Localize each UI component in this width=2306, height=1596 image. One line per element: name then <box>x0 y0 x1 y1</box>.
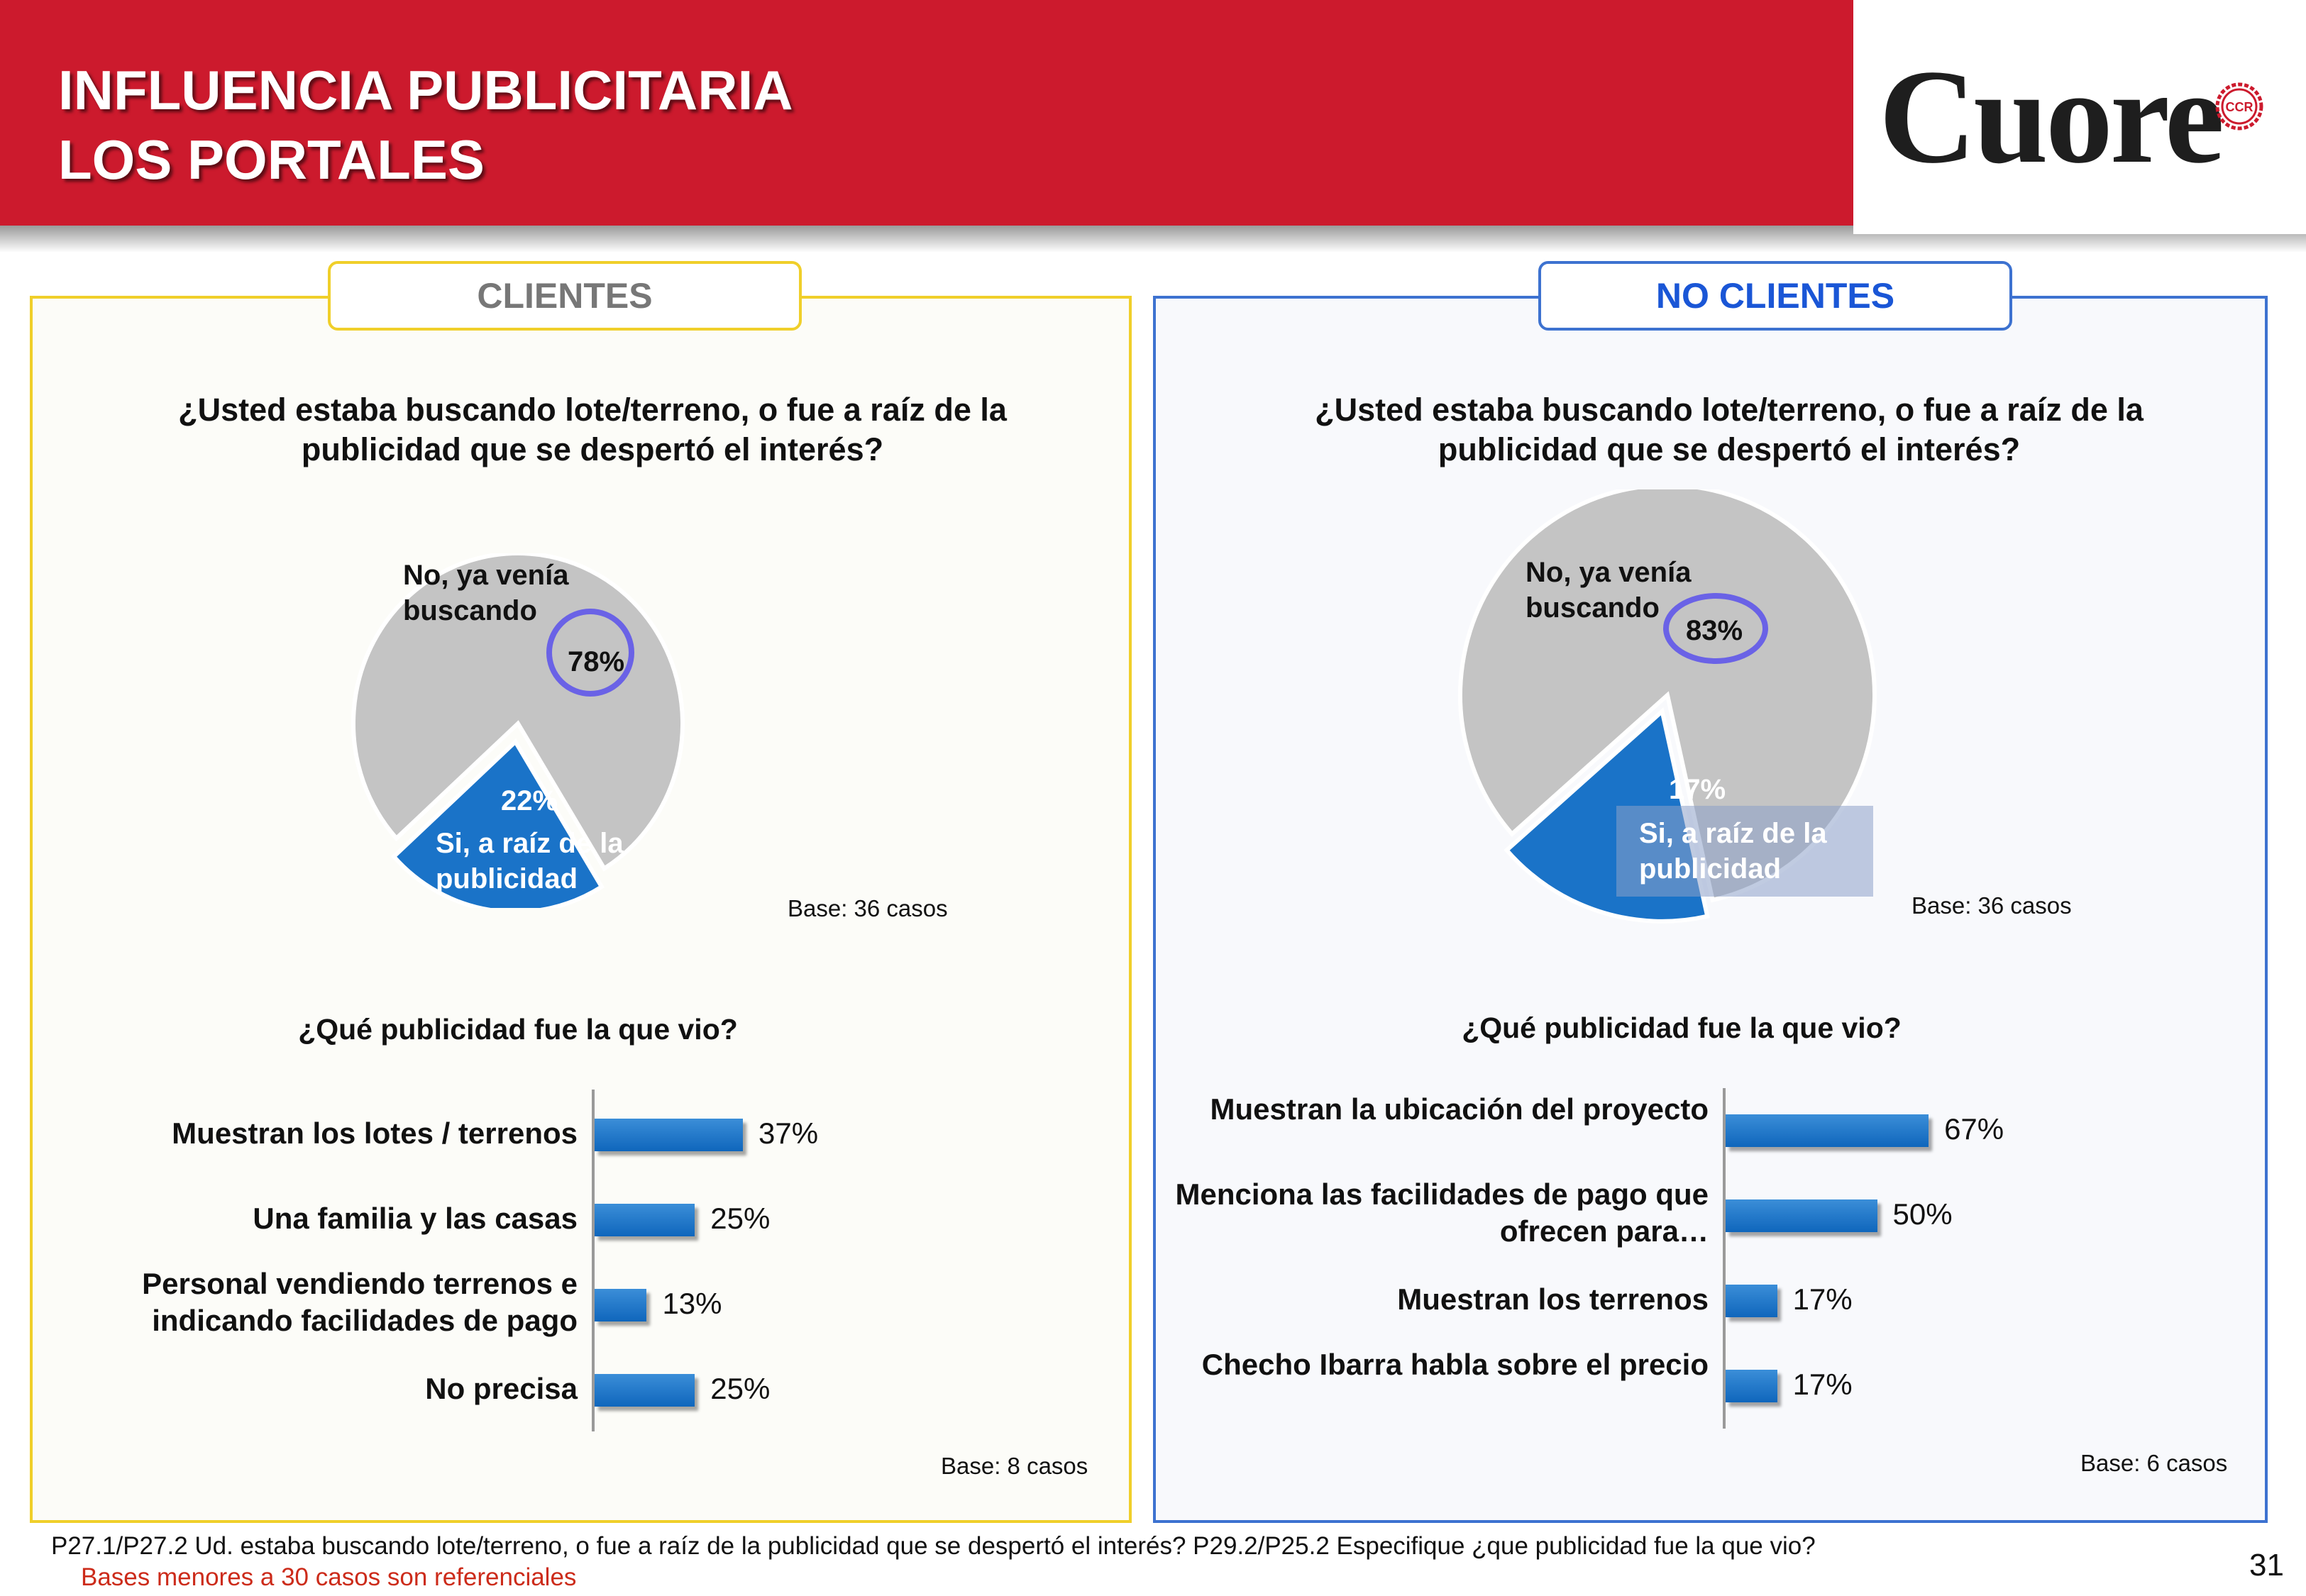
label-highlight-box <box>1616 806 1873 897</box>
highlight-circle-icon <box>546 609 634 697</box>
noclientes-bar-value: 17% <box>1792 1282 1853 1316</box>
clientes-bar-label: No precisa <box>425 1372 578 1405</box>
pie-base-noclientes: Base: 36 casos <box>1911 892 2072 919</box>
pie-label-no-noclientes: No, ya venía buscando <box>1526 557 1692 624</box>
pie-value-no-noclientes: 83% <box>1686 615 1743 646</box>
clientes-bar-value: 25% <box>710 1372 771 1405</box>
pie-slice-si-a-raiz-publicidad <box>390 738 605 908</box>
bar-base-noclientes: Base: 6 casos <box>2080 1450 2228 1476</box>
pie-label-si-clientes: Si, a raíz de la publicidad <box>436 828 624 894</box>
pie-label-no-clientes: No, ya venía buscando <box>403 560 569 626</box>
clientes-bar-label: Muestran los lotes / terrenos <box>172 1116 578 1150</box>
page-title-line2: LOS PORTALES <box>58 128 485 191</box>
clientes-bar <box>595 1119 744 1151</box>
noclientes-bar <box>1726 1285 1777 1317</box>
left-pie-question: ¿Usted estaba buscando lote/terreno, o f… <box>178 392 1007 467</box>
bar-base-clientes: Base: 8 casos <box>941 1453 1088 1479</box>
highlight-circle-icon <box>1663 593 1768 664</box>
noclientes-bar-value: 17% <box>1792 1368 1853 1401</box>
clientes-bar-label: Personal vendiendo terrenos e indicando … <box>142 1267 578 1337</box>
right-pie-question: ¿Usted estaba buscando lote/terreno, o f… <box>1315 392 2144 467</box>
pie-slice-no-ya-venia-buscando <box>351 553 685 872</box>
pie-base-clientes: Base: 36 casos <box>788 895 948 921</box>
clientes-bar-value: 37% <box>758 1116 819 1150</box>
clientes-bar <box>595 1374 695 1407</box>
clientes-bar-label: Una familia y las casas <box>253 1202 578 1235</box>
tab-no-clientes: NO CLIENTES <box>1538 261 2012 331</box>
panel-clientes <box>30 296 1132 1523</box>
noclientes-bar <box>1726 1199 1877 1232</box>
pie-value-no-clientes: 78% <box>568 646 625 677</box>
clientes-bar <box>595 1289 647 1321</box>
logo-area <box>1853 0 2306 234</box>
pie-value-si-noclientes: 17% <box>1669 774 1726 805</box>
pie-slice-no-ya-venia-buscando <box>1458 489 1877 903</box>
noclientes-bar-label: Muestran los terrenos <box>1397 1282 1709 1316</box>
noclientes-bar <box>1726 1114 1929 1147</box>
pie-label-si-noclientes: Si, a raíz de la publicidad <box>1639 818 1827 885</box>
page-title-line1: INFLUENCIA PUBLICITARIA <box>58 59 793 121</box>
clientes-bar <box>595 1204 695 1236</box>
left-bar-axis <box>592 1090 595 1431</box>
noclientes-bar-value: 50% <box>1892 1197 1953 1231</box>
footnote: P27.1/P27.2 Ud. estaba buscando lote/ter… <box>51 1532 1816 1560</box>
noclientes-bar-label: Menciona las facilidades de pago que ofr… <box>1175 1177 1709 1248</box>
right-bar-question: ¿Qué publicidad fue la que vio? <box>1462 1012 1902 1044</box>
page-number: 31 <box>2249 1548 2284 1583</box>
noclientes-bar-value: 67% <box>1944 1112 2004 1146</box>
logo-badge-text: CCR <box>2226 100 2253 114</box>
logo: Cuore <box>1879 43 2224 192</box>
noclientes-bar-label: Checho Ibarra habla sobre el precio <box>1201 1348 1709 1381</box>
footnote-warning: Bases menores a 30 casos son referencial… <box>81 1563 577 1591</box>
logo-badge-icon: CCR <box>2215 82 2263 131</box>
noclientes-bar-label: Muestran la ubicación del proyecto <box>1210 1092 1709 1126</box>
pie-value-si-clientes: 22% <box>501 785 558 816</box>
left-bar-question: ¿Qué publicidad fue la que vio? <box>298 1013 738 1046</box>
noclientes-bar <box>1726 1370 1777 1402</box>
tab-clientes: CLIENTES <box>328 261 802 331</box>
clientes-bar-value: 13% <box>662 1287 722 1320</box>
clientes-bar-value: 25% <box>710 1202 771 1235</box>
right-bar-axis <box>1723 1088 1726 1429</box>
header-bar <box>0 0 1853 226</box>
pie-chart-clientes <box>351 553 685 908</box>
